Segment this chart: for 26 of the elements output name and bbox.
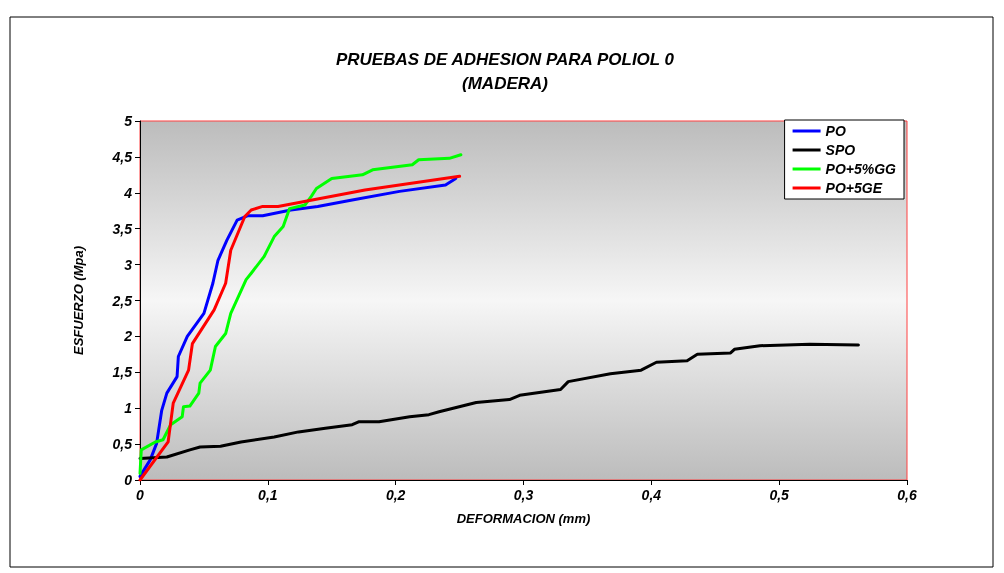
x-tick-label: 0,5 (769, 487, 790, 503)
legend-label: PO (825, 123, 846, 139)
y-tick-label: 0 (124, 472, 133, 488)
y-tick-label: 4 (123, 184, 133, 201)
y-tick-label: 4,5 (111, 148, 133, 165)
x-tick-label: 0,3 (513, 487, 534, 503)
y-tick-label: 2,5 (111, 292, 133, 309)
x-tick-label: 0,4 (641, 487, 662, 503)
x-tick-label: 0,2 (385, 487, 406, 503)
legend-label: PO+5GE (825, 180, 883, 196)
x-axis-title: DEFORMACION (mm) (456, 511, 591, 526)
x-tick-label: 0,6 (897, 487, 917, 503)
legend-label: PO+5%GG (825, 161, 897, 177)
y-tick-label: 5 (124, 113, 133, 129)
legend-label: SPO (825, 142, 856, 158)
y-tick-label: 1,5 (112, 364, 133, 381)
x-tick-label: 0 (136, 487, 145, 503)
chart-title: PRUEBAS DE ADHESION PARA POLIOL 0 (MADERA) (335, 49, 675, 93)
y-tick-label: 3,5 (112, 220, 133, 237)
y-tick-label: 3 (124, 256, 133, 273)
y-tick-label: 1 (124, 400, 133, 417)
y-tick-label: 0,5 (112, 436, 133, 453)
line-series (138, 342, 860, 460)
y-tick-label: 2 (123, 328, 133, 345)
y-axis-title: ESFUERZO (Mpa) (71, 245, 86, 356)
x-tick-label: 0,1 (258, 487, 278, 503)
